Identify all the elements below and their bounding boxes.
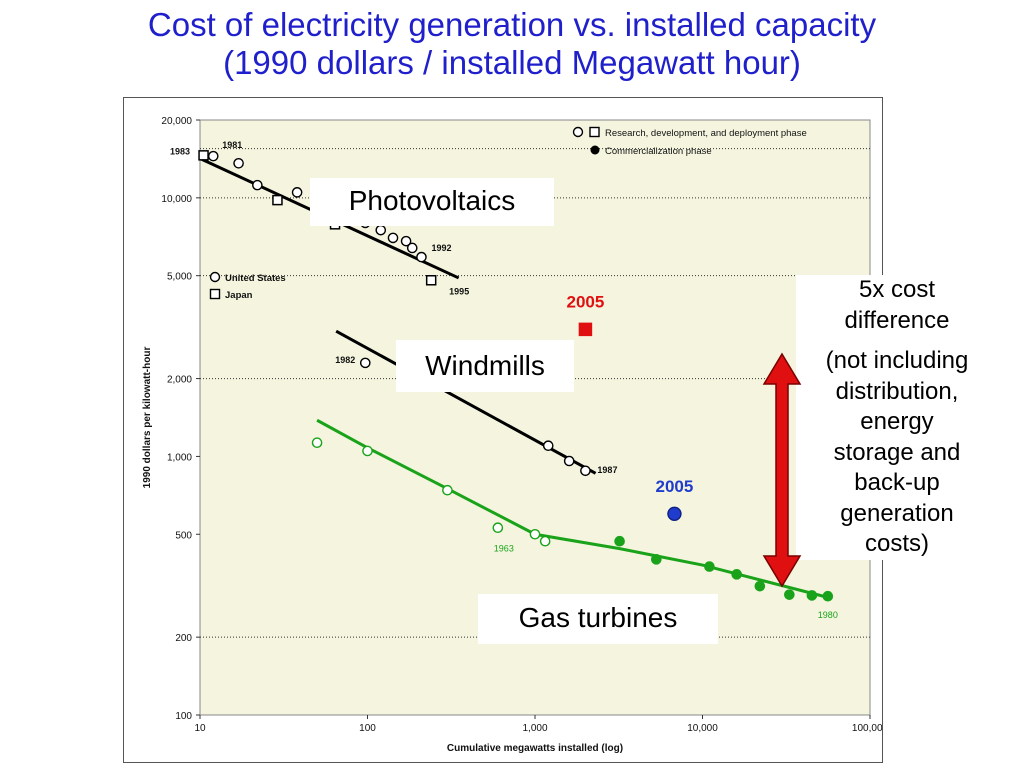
data-point bbox=[806, 590, 818, 601]
y-tick-label: 5,000 bbox=[167, 272, 192, 283]
point-annotation: 1963 bbox=[494, 544, 514, 554]
data-point bbox=[416, 251, 427, 263]
x-tick-label: 100,000 bbox=[852, 723, 882, 734]
data-point bbox=[651, 554, 662, 565]
data-point bbox=[578, 322, 593, 337]
series-gas-turbines: 1963 1980 bbox=[311, 418, 838, 620]
note-line: difference bbox=[844, 306, 950, 334]
y-tick-label: 10,000 bbox=[161, 194, 192, 205]
data-point bbox=[406, 242, 418, 254]
legend-country: United States Japan bbox=[209, 271, 286, 301]
x-axis-label: Cumulative megawatts installed (log) bbox=[447, 743, 623, 754]
point-annotation: 1981 bbox=[222, 140, 242, 150]
data-point bbox=[822, 590, 834, 602]
y-tick-label: 500 bbox=[175, 530, 192, 541]
data-point bbox=[387, 232, 399, 244]
y-tick-label: 200 bbox=[175, 633, 192, 644]
data-point bbox=[542, 440, 554, 452]
note-line: (not including bbox=[825, 347, 969, 374]
gas-turbines-callout: Gas turbines bbox=[478, 594, 718, 644]
slide-title: Cost of electricity generation vs. insta… bbox=[0, 6, 1024, 82]
data-point bbox=[375, 224, 387, 236]
point-annotation: 2005 bbox=[567, 292, 605, 311]
windmills-callout: Windmills bbox=[396, 340, 574, 392]
data-point bbox=[425, 275, 437, 286]
data-point bbox=[492, 522, 504, 534]
note-line: distribution, bbox=[835, 377, 959, 405]
note-line: back-up bbox=[854, 469, 940, 496]
data-point bbox=[614, 535, 625, 547]
note-line: generation bbox=[840, 499, 954, 527]
legend-label: Japan bbox=[225, 290, 253, 301]
data-point bbox=[704, 561, 715, 572]
legend-marker bbox=[572, 126, 584, 138]
point-annotation: 1992 bbox=[431, 243, 451, 253]
y-tick-label: 20,000 bbox=[161, 116, 192, 127]
point-annotation: 1983 bbox=[170, 146, 190, 156]
y-tick-label: 1,000 bbox=[167, 452, 192, 463]
note-line: energy bbox=[860, 408, 934, 435]
legend-label: Commercialization phase bbox=[605, 146, 712, 157]
data-point bbox=[539, 535, 551, 547]
x-tick-label: 100 bbox=[359, 723, 376, 734]
data-point bbox=[754, 580, 766, 592]
legend-marker bbox=[590, 145, 600, 155]
photovoltaics-callout: Photovoltaics bbox=[310, 178, 554, 226]
series-2005: 2005 bbox=[656, 477, 694, 521]
y-tick-label: 100 bbox=[175, 711, 192, 722]
data-point bbox=[252, 179, 263, 191]
x-tick-label: 10,000 bbox=[687, 723, 718, 734]
note-line: storage and bbox=[833, 438, 961, 466]
data-point bbox=[529, 528, 541, 540]
data-point bbox=[359, 357, 371, 369]
data-point bbox=[400, 235, 412, 247]
cost-difference-note: 5x cost difference (not including distri… bbox=[796, 275, 998, 560]
data-point bbox=[563, 455, 575, 467]
legend-label: Research, development, and deployment ph… bbox=[605, 128, 807, 139]
data-point bbox=[311, 437, 323, 448]
point-annotation: 1995 bbox=[449, 286, 469, 296]
data-point bbox=[362, 445, 373, 457]
legend-marker bbox=[209, 271, 221, 283]
point-annotation: 1987 bbox=[597, 465, 617, 475]
data-point bbox=[442, 484, 453, 496]
data-point bbox=[291, 187, 303, 198]
legend-marker bbox=[209, 288, 221, 300]
slide-title-line1: Cost of electricity generation vs. insta… bbox=[147, 6, 877, 43]
note-line: costs) bbox=[864, 530, 929, 557]
x-tick-label: 10 bbox=[194, 723, 206, 734]
data-point bbox=[233, 158, 244, 169]
trend-line bbox=[335, 329, 597, 475]
point-annotation: 1982 bbox=[335, 355, 355, 365]
data-point bbox=[207, 150, 219, 162]
data-point bbox=[667, 506, 682, 521]
data-point bbox=[784, 589, 795, 600]
legend-phase: Research, development, and deployment ph… bbox=[572, 126, 807, 157]
point-annotation: 1980 bbox=[818, 610, 838, 620]
x-tick-label: 1,000 bbox=[522, 723, 547, 734]
note-line: 5x cost bbox=[858, 276, 936, 303]
y-axis-label: 1990 dollars per kilowatt-hour bbox=[142, 347, 153, 489]
data-point bbox=[272, 194, 283, 206]
legend-marker bbox=[589, 126, 600, 138]
y-tick-label: 2,000 bbox=[167, 375, 192, 386]
data-point bbox=[731, 569, 742, 580]
point-annotation: 2005 bbox=[656, 477, 694, 496]
series-2005: 2005 bbox=[567, 292, 605, 337]
cost-difference-arrow bbox=[762, 352, 802, 588]
slide-title-line2: (1990 dollars / installed Megawatt hour) bbox=[223, 44, 801, 81]
data-point bbox=[580, 465, 591, 477]
cost-difference-arrow-shape bbox=[762, 352, 802, 588]
data-point bbox=[198, 150, 209, 161]
legend-label: United States bbox=[225, 273, 286, 284]
